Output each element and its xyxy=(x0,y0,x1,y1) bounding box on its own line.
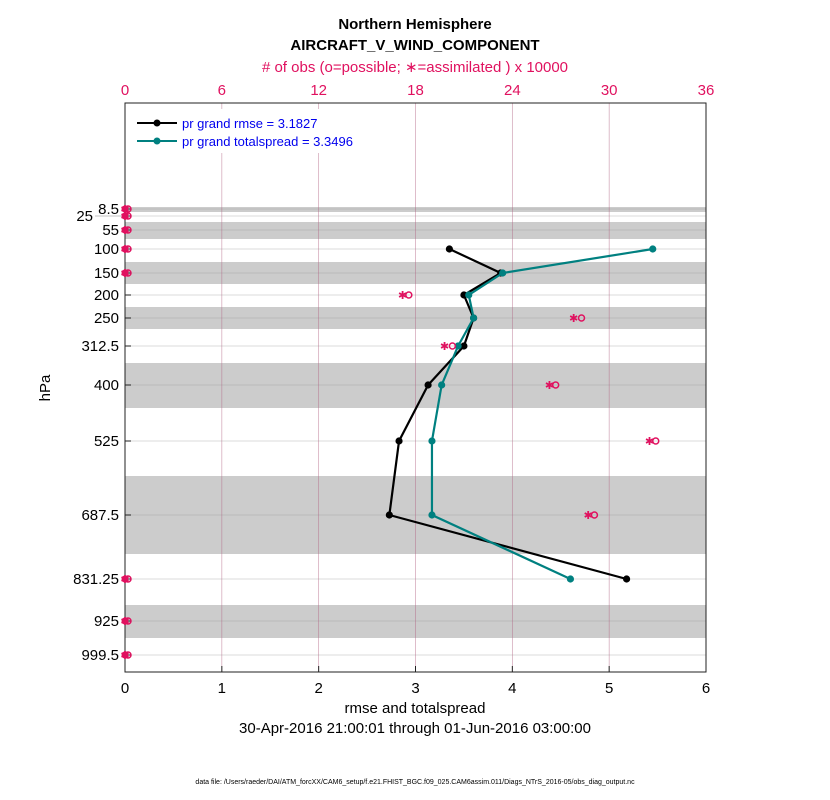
y-axis-label: hPa xyxy=(37,374,54,401)
y-tick-label: 150 xyxy=(94,265,119,282)
chart-subtitle: AIRCRAFT_V_WIND_COMPONENT xyxy=(290,37,539,54)
data-point-0 xyxy=(445,245,453,253)
obs-assimilated-marker xyxy=(545,381,554,389)
data-point-0 xyxy=(424,381,432,389)
obs-possible-marker xyxy=(405,291,413,299)
data-point-1 xyxy=(438,381,446,389)
data-point-1 xyxy=(566,575,575,583)
legend-marker-rmse xyxy=(153,119,161,127)
obs-possible-marker xyxy=(551,381,560,389)
data-point-0 xyxy=(622,575,631,583)
obs-assimilated-marker xyxy=(645,437,654,445)
obs-assimilated-marker xyxy=(398,291,407,299)
top-tick-label: 36 xyxy=(698,82,715,99)
x-tick-label: 4 xyxy=(508,680,516,697)
y-tick-label: 25 xyxy=(76,208,93,225)
y-tick-label: 831.25 xyxy=(73,571,119,588)
obs-zero-marker xyxy=(121,212,129,220)
legend-box xyxy=(131,109,367,153)
data-point-0 xyxy=(395,437,403,445)
data-point-1 xyxy=(470,314,478,322)
x-tick-label: 5 xyxy=(605,680,613,697)
obs-assimilated-marker xyxy=(440,342,449,350)
y-tick-label: 250 xyxy=(94,310,119,327)
y-tick-label: 312.5 xyxy=(81,338,119,355)
legend-label-spread: pr grand totalspread = 3.3496 xyxy=(182,134,353,149)
y-tick-label: 8.5 xyxy=(98,201,119,218)
obs-zero-marker xyxy=(121,269,129,277)
data-point-1 xyxy=(465,291,473,299)
data-point-1 xyxy=(499,269,507,277)
obs-assimilated-marker xyxy=(584,511,593,519)
y-tick-label: 100 xyxy=(94,241,119,258)
top-tick-label: 18 xyxy=(407,82,424,99)
obs-possible-marker xyxy=(577,314,586,322)
data-point-1 xyxy=(649,245,657,253)
date-range: 30-Apr-2016 21:00:01 through 01-Jun-2016… xyxy=(239,720,591,737)
obs-zero-marker xyxy=(121,226,129,234)
y-tick-label: 200 xyxy=(94,287,119,304)
x-tick-label: 3 xyxy=(411,680,419,697)
obs-zero-marker xyxy=(121,205,129,213)
top-tick-label: 0 xyxy=(121,82,129,99)
x-tick-label: 6 xyxy=(702,680,710,697)
obs-zero-marker xyxy=(121,617,129,625)
x-tick-label: 1 xyxy=(218,680,226,697)
chart-title: Northern Hemisphere xyxy=(338,16,491,33)
x-axis-label: rmse and totalspread xyxy=(345,700,486,717)
y-tick-label: 687.5 xyxy=(81,507,119,524)
top-axis-label: # of obs (o=possible; ∗=assimilated ) x … xyxy=(262,59,568,76)
legend: pr grand rmse = 3.1827 pr grand totalspr… xyxy=(131,109,367,153)
x-tick-label: 2 xyxy=(314,680,322,697)
top-tick-label: 12 xyxy=(310,82,327,99)
y-tick-label: 55 xyxy=(102,222,119,239)
top-tick-label: 30 xyxy=(601,82,618,99)
obs-zero-marker xyxy=(121,651,129,659)
y-tick-label: 999.5 xyxy=(81,647,119,664)
obs-possible-marker xyxy=(448,342,457,350)
y-tick-label: 925 xyxy=(94,613,119,630)
data-point-1 xyxy=(454,342,462,350)
obs-possible-marker xyxy=(590,511,599,519)
y-tick-label: 400 xyxy=(94,377,119,394)
data-point-1 xyxy=(428,511,436,519)
footer-data-file: data file: /Users/raeder/DAI/ATM_forcXX/… xyxy=(195,779,635,786)
data-point-0 xyxy=(385,511,393,519)
obs-zero-marker xyxy=(121,245,129,253)
data-point-0 xyxy=(460,342,468,350)
legend-marker-spread xyxy=(153,137,161,145)
y-tick-label: 525 xyxy=(94,433,119,450)
legend-label-rmse: pr grand rmse = 3.1827 xyxy=(182,116,318,131)
obs-zero-marker xyxy=(121,575,129,583)
top-tick-label: 24 xyxy=(504,82,521,99)
top-tick-label: 6 xyxy=(218,82,226,99)
data-point-1 xyxy=(428,437,436,445)
obs-assimilated-marker xyxy=(569,314,578,322)
x-tick-label: 0 xyxy=(121,680,129,697)
obs-possible-marker xyxy=(651,437,660,445)
